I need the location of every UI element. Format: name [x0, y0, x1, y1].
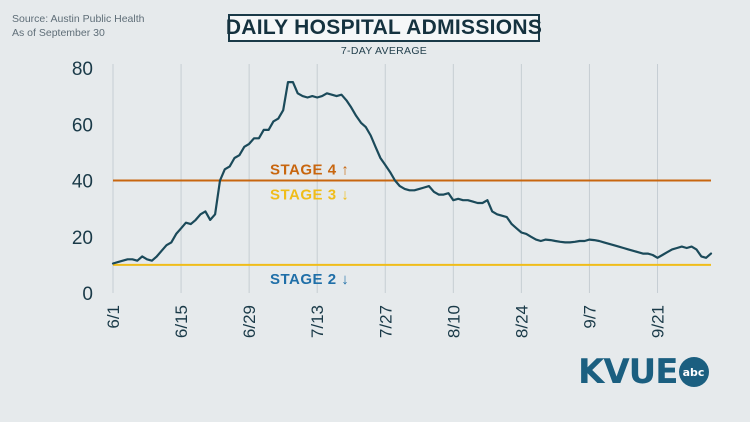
x-tick-label: 8/10 [444, 305, 463, 338]
x-tick-label: 6/29 [240, 305, 259, 338]
x-tick-label: 7/27 [376, 305, 395, 338]
source-line: Source: Austin Public Health [12, 13, 145, 25]
threshold-label: STAGE 2 ↓ [270, 271, 349, 288]
chart-title-box: DAILY HOSPITAL ADMISSIONS [225, 14, 543, 42]
x-tick-label: 7/13 [308, 305, 327, 338]
x-tick-label: 9/7 [580, 305, 599, 329]
chart-subtitle: 7-DAY AVERAGE [340, 45, 428, 57]
x-tick-label: 6/15 [172, 305, 191, 338]
y-tick-label: 0 [82, 284, 93, 305]
kvue-logo: KVUE abc [578, 354, 709, 390]
y-tick-label: 20 [72, 228, 93, 249]
threshold-label: STAGE 4 ↑ [270, 162, 349, 179]
y-tick-label: 80 [72, 59, 93, 80]
chart-title: DAILY HOSPITAL ADMISSIONS [225, 16, 543, 39]
x-tick-label: 6/1 [104, 305, 123, 329]
y-tick-label: 60 [72, 115, 93, 136]
y-tick-label: 40 [72, 172, 93, 193]
abc-badge: abc [678, 357, 709, 387]
series-line [111, 81, 713, 265]
source-note: Source: Austin Public Health As of Septe… [12, 12, 145, 40]
threshold-label: STAGE 3 ↓ [270, 187, 349, 204]
x-tick-label: 9/21 [649, 305, 668, 338]
x-tick-label: 8/24 [512, 305, 531, 338]
date-line: As of September 30 [12, 27, 105, 39]
logo-wordmark: KVUE [578, 352, 678, 392]
